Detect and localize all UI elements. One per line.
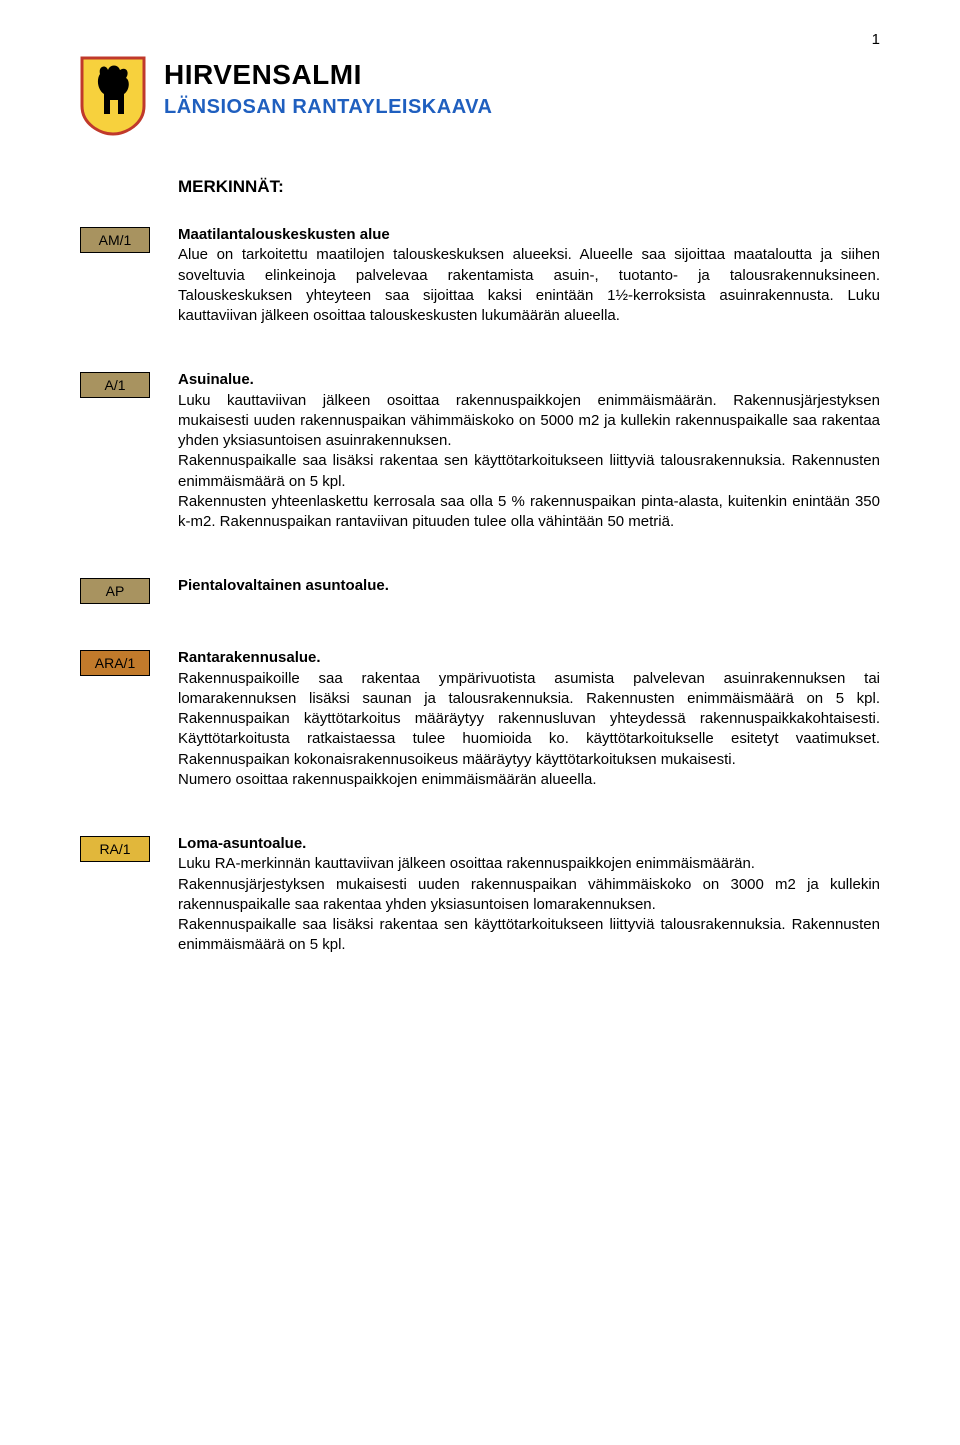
body-am1: Alue on tarkoitettu maatilojen talouskes…: [178, 245, 880, 326]
desc-a1: Asuinalue. Luku kauttaviivan jälkeen oso…: [178, 370, 880, 532]
page-number: 1: [80, 30, 880, 50]
tag-a1: A/1: [80, 372, 150, 398]
heading-ap: Pientalovaltainen asuntoalue.: [178, 576, 880, 596]
tag-ap: AP: [80, 578, 150, 604]
crest-icon: [80, 56, 146, 136]
heading-a1: Asuinalue.: [178, 370, 880, 390]
body-ara1: Rakennuspaikoille saa rakentaa ympärivuo…: [178, 669, 880, 791]
body-ra1: Luku RA-merkinnän kauttaviivan jälkeen o…: [178, 854, 880, 955]
heading-ara1: Rantarakennusalue.: [178, 648, 880, 668]
header: HIRVENSALMI LÄNSIOSAN RANTAYLEISKAAVA: [80, 56, 880, 136]
page-subtitle: LÄNSIOSAN RANTAYLEISKAAVA: [164, 94, 492, 121]
tag-ara1: ARA/1: [80, 650, 150, 676]
tag-ra1: RA/1: [80, 836, 150, 862]
page-title: HIRVENSALMI: [164, 56, 492, 94]
entry-ra1: RA/1 Loma-asuntoalue. Luku RA-merkinnän …: [80, 834, 880, 956]
tag-am1: AM/1: [80, 227, 150, 253]
body-a1: Luku kauttaviivan jälkeen osoittaa raken…: [178, 391, 880, 533]
heading-am1: Maatilantalouskeskusten alue: [178, 225, 880, 245]
heading-ra1: Loma-asuntoalue.: [178, 834, 880, 854]
entry-a1: A/1 Asuinalue. Luku kauttaviivan jälkeen…: [80, 370, 880, 532]
section-label: MERKINNÄT:: [178, 176, 880, 199]
desc-ra1: Loma-asuntoalue. Luku RA-merkinnän kautt…: [178, 834, 880, 956]
entry-ara1: ARA/1 Rantarakennusalue. Rakennuspaikoil…: [80, 648, 880, 790]
entry-ap: AP Pientalovaltainen asuntoalue.: [80, 576, 880, 604]
title-block: HIRVENSALMI LÄNSIOSAN RANTAYLEISKAAVA: [164, 56, 492, 121]
desc-ara1: Rantarakennusalue. Rakennuspaikoille saa…: [178, 648, 880, 790]
desc-ap: Pientalovaltainen asuntoalue.: [178, 576, 880, 596]
desc-am1: Maatilantalouskeskusten alue Alue on tar…: [178, 225, 880, 326]
entry-am1: AM/1 Maatilantalouskeskusten alue Alue o…: [80, 225, 880, 326]
